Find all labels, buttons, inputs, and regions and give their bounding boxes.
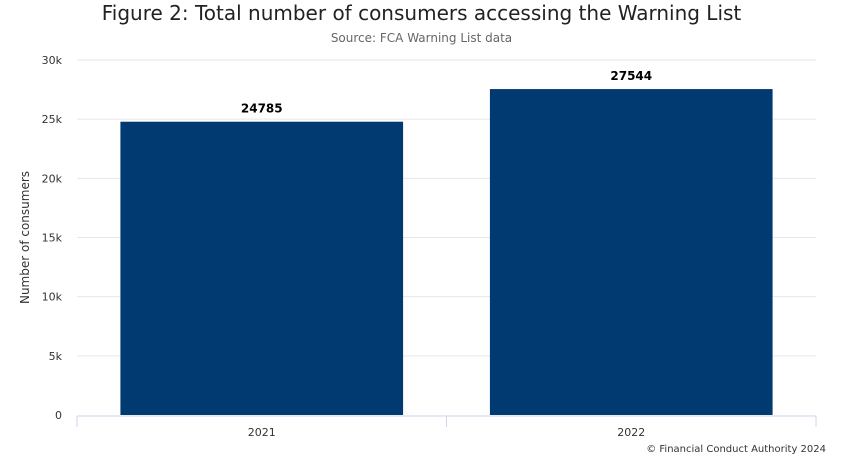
- y-tick-label: 0: [55, 409, 62, 422]
- credit-link[interactable]: © Financial Conduct Authority 2024: [646, 444, 826, 455]
- x-tick-label: 2022: [617, 426, 645, 439]
- chart-subtitle: Source: FCA Warning List data: [330, 31, 513, 45]
- y-tick-label: 20k: [42, 172, 63, 185]
- bar-2021: [120, 121, 404, 416]
- chart-title: Figure 2: Total number of consumers acce…: [101, 1, 742, 25]
- y-tick-label: 30k: [42, 54, 63, 67]
- data-label: 24785: [241, 102, 283, 116]
- y-tick-label: 15k: [42, 232, 63, 245]
- y-tick-label: 10k: [42, 291, 63, 304]
- data-label: 27544: [610, 69, 652, 83]
- y-tick-label: 25k: [42, 113, 63, 126]
- y-tick-label: 5k: [49, 350, 63, 363]
- x-tick-label: 2021: [248, 426, 276, 439]
- y-axis-label: Number of consumers: [18, 171, 32, 304]
- bar-2022: [489, 89, 773, 415]
